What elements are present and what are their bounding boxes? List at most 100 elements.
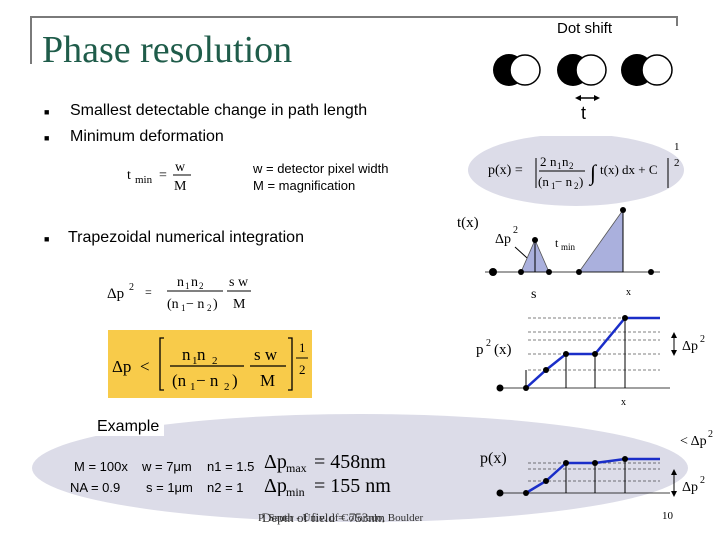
example-w: w = 7μm [142,459,192,474]
px-power-top: 1 [674,141,680,153]
graph2-dp2: Δp [682,339,698,354]
example-label: Example [92,418,165,436]
tmin-lhs: t [127,168,131,183]
dpmax-label: Δp [264,451,287,473]
bullet-marker: ■ [44,133,50,143]
boxed-pow-num: 1 [299,340,306,355]
dp2-num1-sub: 1 [185,281,190,291]
tmin-den: M [174,179,187,194]
bullet-text: Trapezoidal numerical integration [68,229,304,246]
footer-author: P. Sauer - Univ. of Colorado, Boulder [258,512,424,524]
dot-pair-2 [557,54,607,86]
boxed-den: (n [172,371,187,390]
boxed-num-1: 1 [192,355,198,367]
graph2-p2-exp: 2 [486,338,491,349]
boxed-num-n: n [197,345,206,364]
tmin-formula: t min = w M [127,160,191,194]
px-num-n2-sub: 2 [569,161,574,171]
example-s: s = 1μm [146,480,193,495]
dp2-num-sw: s w [229,275,249,290]
px-integral: ∫ [588,160,598,186]
px-num-prefix: 2 [540,154,547,169]
example-results: Δp max = 458nm Δp min = 155 nm [264,451,391,496]
graph1-dp2: Δp [495,232,511,247]
example-m: M = 100x [74,459,128,474]
dp2-exp: 2 [129,282,134,293]
dp2-den-close: ) [213,297,218,312]
boxed-formula-bg [108,330,312,398]
px-den-1: 1 [551,181,556,191]
px-num-n2: n [562,154,569,169]
tmin-eq: = [159,168,167,183]
px-formula: p(x) = 2 n 1 n 2 (n 1 − n 2 ) ∫ t(x) dx … [468,136,684,206]
graph2-line [525,316,660,389]
px-lhs: p(x) = [488,163,523,178]
boxed-pow-den: 2 [299,362,306,377]
dp2-formula: Δp 2 = n 1 n 2 (n 1 − n 2 ) s w M [107,275,251,313]
dp2-num2: n [191,275,198,290]
graph3-p: p(x) [480,450,507,467]
dp2-den-minus: − n [186,297,204,312]
title-rule-right [676,16,678,26]
dp2-num2-sub: 2 [199,281,204,291]
dpmin-label: Δp [264,475,287,496]
boxed-den-close: ) [232,371,238,390]
page-number: 10 [662,510,673,522]
graph2-x-label: x [621,397,626,408]
px-power: 2 [674,157,680,169]
title-rule [30,16,678,18]
graph-p2: p 2 (x) Δp 2 x [476,315,705,408]
tmin-num: w [175,160,186,175]
boxed-lt: < [140,357,150,376]
px-den-close: ) [579,174,583,189]
px-den-2: 2 [574,181,579,191]
bullet-text: Smallest detectable change in path lengt… [70,102,368,119]
dp2-lhs: Δp [107,286,124,302]
dpmin-value: = 155 nm [314,475,391,496]
boxed-sw: s w [254,345,278,364]
example-n2: n2 = 1 [207,480,244,495]
graph3-lt-dp2: < Δp [680,434,707,449]
boxed-lhs: Δp [112,357,131,376]
boxed-den-2: 2 [224,381,230,393]
example-n1: n1 = 1.5 [207,459,255,474]
dp2-den-m: M [233,297,246,312]
px-num-n1: n [550,154,557,169]
dp2-eq: = [145,285,152,299]
dp2-den-2: 2 [207,303,212,313]
graph2-p2: p [476,342,484,358]
graph-trapezoid: t(x) Δp 2 t min s x [457,207,660,302]
graph1-tmin: t [555,236,559,250]
graph1-dp2-exp: 2 [513,225,518,236]
bullet-text: Minimum deformation [70,128,224,145]
graph2-dp2-exp: 2 [700,334,705,345]
graph3-dp2-exp: 2 [700,475,705,486]
px-den: (n [538,174,549,189]
graph1-x-label: x [626,287,631,298]
dp2-num1: n [177,275,184,290]
dp2-den: (n [167,297,179,312]
boxed-den-minus: − n [196,371,219,390]
graph1-tmin-sub: min [561,242,576,252]
boxed-den-1: 1 [190,381,196,393]
graph3-dp2: Δp [682,480,698,495]
graph2-p2-arg: (x) [494,342,512,358]
definition-w: w = detector pixel width [253,161,389,176]
graph1-s-label: s [531,287,536,302]
footer-depth-of-field: Depth of field = 753nm [262,510,385,525]
graph1-t-axis: t(x) [457,215,479,231]
bullet-marker: ■ [44,234,50,244]
slide-title: Phase resolution [42,29,293,71]
graph3-lt-exp: 2 [708,429,713,440]
graph-p: p(x) < Δp 2 Δp 2 [480,429,713,497]
px-integral-part: t(x) dx + C [600,162,658,177]
dpmax-sub: max [286,461,307,475]
boxed-m: M [260,371,275,390]
px-den-minus: − n [555,174,573,189]
graph3-line [525,457,660,495]
example-na: NA = 0.9 [70,480,121,495]
dot-shift-diagram [493,54,673,101]
tmin-sub: min [135,174,153,186]
bullet-marker: ■ [44,107,50,117]
dot-pair-1 [493,54,541,86]
